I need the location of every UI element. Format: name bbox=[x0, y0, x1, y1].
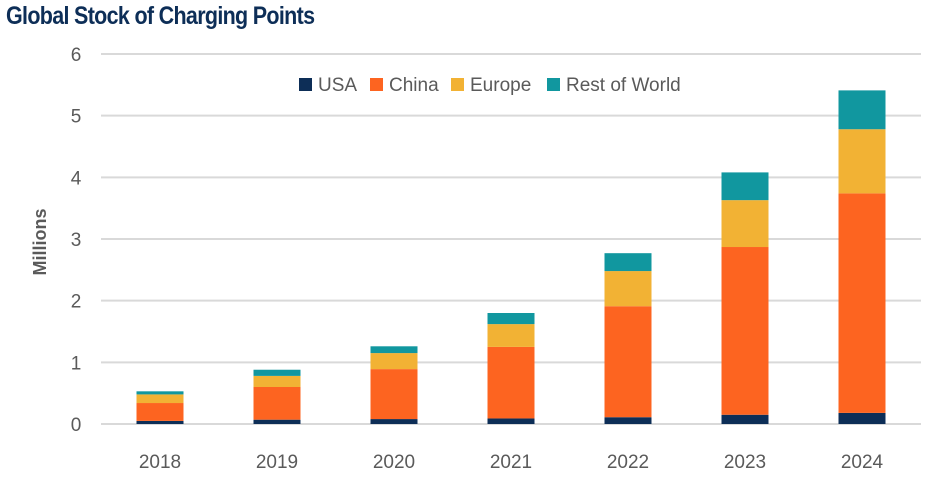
legend: USA China Europe Rest of World bbox=[299, 75, 681, 96]
x-tick-label: 2023 bbox=[724, 452, 766, 473]
legend-swatch bbox=[299, 78, 312, 91]
bar-europe-2023 bbox=[721, 200, 769, 248]
bar-usa-2023 bbox=[721, 414, 769, 424]
bar-stack-2023 bbox=[721, 172, 769, 424]
legend-item-usa: USA bbox=[299, 75, 357, 96]
bar-china-2021 bbox=[487, 346, 535, 419]
y-tick-label: 5 bbox=[71, 107, 82, 128]
y-tick-label: 0 bbox=[71, 415, 82, 436]
bar-china-2020 bbox=[370, 369, 418, 420]
legend-item-europe: Europe bbox=[451, 75, 531, 96]
bar-china-2019 bbox=[253, 387, 301, 420]
bar-stack-2022 bbox=[604, 253, 652, 424]
bar-stack-2024 bbox=[838, 90, 886, 424]
bar-usa-2022 bbox=[604, 417, 652, 424]
x-tick-label: 2021 bbox=[490, 452, 532, 473]
bar-rest-of-world-2020 bbox=[370, 346, 418, 354]
legend-swatch bbox=[451, 78, 464, 91]
bars bbox=[136, 90, 886, 424]
x-tick-label: 2019 bbox=[256, 452, 298, 473]
bar-stack-2019 bbox=[253, 369, 301, 424]
x-tick-label: 2018 bbox=[139, 452, 181, 473]
legend-swatch bbox=[370, 78, 383, 91]
y-axis-ticks: 0 1 2 3 4 5 6 bbox=[71, 45, 82, 436]
bar-stack-2018 bbox=[136, 391, 184, 424]
bar-china-2023 bbox=[721, 247, 769, 415]
bar-usa-2024 bbox=[838, 412, 886, 424]
y-tick-label: 1 bbox=[71, 353, 82, 374]
legend-label: USA bbox=[318, 75, 357, 96]
bar-europe-2021 bbox=[487, 324, 535, 347]
legend-label: Rest of World bbox=[566, 75, 681, 96]
x-tick-label: 2020 bbox=[373, 452, 415, 473]
x-tick-label: 2024 bbox=[841, 452, 884, 473]
bar-china-2024 bbox=[838, 193, 886, 413]
y-tick-label: 3 bbox=[71, 230, 82, 251]
y-tick-label: 2 bbox=[71, 292, 82, 313]
x-axis-labels: 2018 2019 2020 2021 2022 2023 2024 bbox=[139, 452, 884, 473]
bar-china-2018 bbox=[136, 403, 184, 421]
y-axis-title: Millions bbox=[30, 209, 50, 276]
bar-stack-2021 bbox=[487, 313, 535, 424]
bar-stack-2020 bbox=[370, 346, 418, 424]
x-tick-label: 2022 bbox=[607, 452, 649, 473]
y-tick-label: 4 bbox=[71, 168, 82, 189]
bar-china-2022 bbox=[604, 306, 652, 418]
bar-europe-2020 bbox=[370, 353, 418, 370]
legend-label: China bbox=[389, 75, 439, 96]
y-tick-label: 6 bbox=[71, 45, 82, 66]
legend-swatch bbox=[547, 78, 560, 91]
bar-rest-of-world-2023 bbox=[721, 172, 769, 201]
bar-rest-of-world-2024 bbox=[838, 90, 886, 130]
bar-rest-of-world-2022 bbox=[604, 253, 652, 272]
legend-item-rest-of-world: Rest of World bbox=[547, 75, 681, 96]
bar-rest-of-world-2019 bbox=[253, 369, 301, 376]
bar-usa-2018 bbox=[136, 420, 184, 424]
legend-label: Europe bbox=[470, 75, 531, 96]
bar-usa-2021 bbox=[487, 418, 535, 424]
bar-europe-2019 bbox=[253, 375, 301, 387]
bar-europe-2022 bbox=[604, 271, 652, 307]
bar-rest-of-world-2018 bbox=[136, 391, 184, 395]
chart-title: Global Stock of Charging Points bbox=[6, 2, 315, 30]
bar-europe-2024 bbox=[838, 129, 886, 194]
bar-europe-2018 bbox=[136, 394, 184, 404]
legend-item-china: China bbox=[370, 75, 439, 96]
bar-usa-2019 bbox=[253, 419, 301, 424]
bar-usa-2020 bbox=[370, 419, 418, 424]
bar-rest-of-world-2021 bbox=[487, 313, 535, 325]
